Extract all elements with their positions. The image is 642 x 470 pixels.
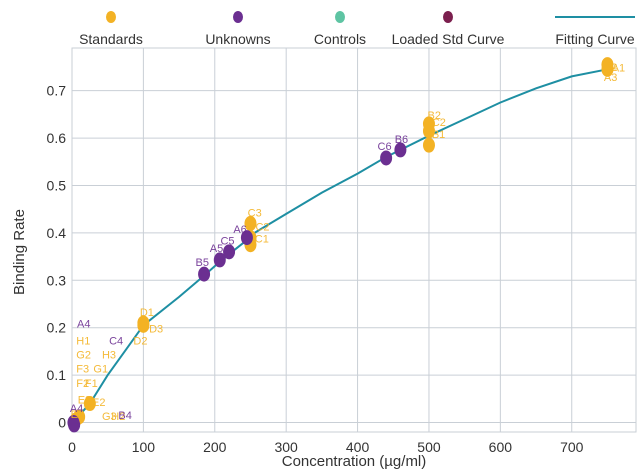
legend-label-loaded: Loaded Std Curve <box>392 31 505 47</box>
y-tick-label: 0.7 <box>47 83 67 99</box>
y-tick-label: 0.3 <box>47 272 67 288</box>
point-label: D2 <box>133 335 147 347</box>
x-tick-label: 300 <box>274 439 298 455</box>
x-tick-label: 600 <box>489 439 513 455</box>
point-label: A1 <box>612 63 625 75</box>
point-label: A3 <box>604 72 617 84</box>
unknowns-point <box>380 150 393 166</box>
point-label: D3 <box>149 323 163 335</box>
legend-label-unknowns: Unknowns <box>205 31 270 47</box>
unknowns-point <box>198 266 211 282</box>
y-tick-label: 0.6 <box>47 130 67 146</box>
x-tick-label: 200 <box>203 439 227 455</box>
data-points-layer <box>67 57 614 433</box>
legend-label-standards: Standards <box>79 31 143 47</box>
point-label: G1 <box>93 364 108 376</box>
point-label: D1 <box>140 307 154 319</box>
standards-point <box>601 61 614 77</box>
y-axis-title: Binding Rate <box>11 209 28 295</box>
point-label: B6 <box>395 134 408 146</box>
x-tick-label: 700 <box>560 439 584 455</box>
point-label: A4 <box>70 403 83 415</box>
standards-point <box>83 396 96 412</box>
point-label: B2 <box>428 110 441 122</box>
point-label: H3 <box>102 350 116 362</box>
chart-legend: Standards Unknowns Controls Loaded Std Curv… <box>79 11 635 47</box>
point-label: F1 <box>85 378 98 390</box>
point-label: G3 <box>102 411 117 423</box>
point-label: B1 <box>432 129 445 141</box>
point-label: H2 <box>111 411 125 423</box>
y-tick-label: 0.4 <box>47 225 67 241</box>
legend-dot-icon <box>106 11 116 23</box>
unknowns-point <box>223 244 236 260</box>
point-label: E2 <box>92 397 105 409</box>
legend-dot-icon <box>443 11 453 23</box>
point-label: F2 <box>76 378 89 390</box>
legend-label-curve: Fitting Curve <box>555 31 635 47</box>
point-label: C2 <box>432 117 446 129</box>
grid-lines <box>71 48 636 432</box>
point-label: A4 <box>77 319 90 331</box>
legend-dot-icon <box>335 11 345 23</box>
unknowns-point <box>394 142 407 158</box>
point-label: E3 <box>78 395 91 407</box>
unknowns-point <box>68 417 81 433</box>
unknowns-point <box>213 252 226 268</box>
point-label: C6 <box>378 141 392 153</box>
point-label: B4 <box>118 410 131 422</box>
y-tick-label: 0.1 <box>47 367 67 383</box>
point-label: H1 <box>76 335 90 347</box>
unknowns-point <box>240 230 253 246</box>
point-labels-layer: A1A2A3B2C2B1B6C6C3C2C1A6C5A5B5D1D3D2A4H1… <box>70 62 625 423</box>
point-label: A5 <box>210 243 223 255</box>
x-axis-title: Concentration (µg/ml) <box>282 453 427 470</box>
point-label: G2 <box>76 350 91 362</box>
point-label: F3 <box>76 364 89 376</box>
legend-label-controls: Controls <box>314 31 366 47</box>
point-label: B5 <box>196 257 209 269</box>
standards-point <box>422 137 435 153</box>
point-label: C3 <box>248 207 262 219</box>
x-axis-ticks: 0 100 200 300 400 500 600 700 <box>68 439 584 455</box>
fitting-curve-layer <box>71 68 608 424</box>
fitting-curve-line <box>71 68 608 424</box>
standards-point <box>244 215 257 231</box>
y-tick-label: 0.2 <box>47 320 67 336</box>
y-axis-ticks: 0 0.1 0.2 0.3 0.4 0.5 0.6 0.7 <box>47 83 67 431</box>
point-label: C1 <box>255 233 269 245</box>
y-tick-label: 0 <box>58 415 66 431</box>
point-label: E1 <box>71 409 84 421</box>
point-label: C2 <box>255 222 269 234</box>
point-label: A2 <box>604 62 617 74</box>
plot-frame <box>71 47 637 433</box>
point-label: C4 <box>109 335 123 347</box>
x-tick-label: 0 <box>68 439 76 455</box>
x-tick-label: 400 <box>346 439 370 455</box>
legend-dot-icon <box>233 11 243 23</box>
x-tick-label: 100 <box>132 439 156 455</box>
standards-point <box>137 317 150 333</box>
point-label: A6 <box>233 224 246 236</box>
standards-point <box>422 123 435 139</box>
x-tick-label: 500 <box>417 439 441 455</box>
point-label: C5 <box>220 236 234 248</box>
y-tick-label: 0.5 <box>47 177 67 193</box>
